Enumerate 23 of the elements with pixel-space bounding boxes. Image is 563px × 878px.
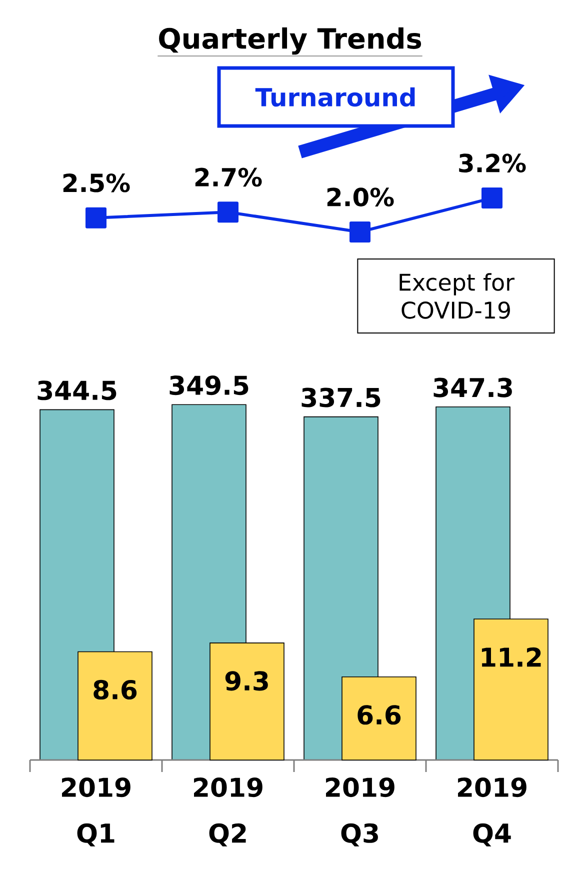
x-tick-label: 2019 Q3 <box>326 778 394 846</box>
point <box>481 188 502 209</box>
data-label: 8.6 <box>94 680 137 700</box>
point <box>349 221 370 242</box>
x-tick-label: 2019 Q4 <box>458 778 526 846</box>
data-label: 344.5 <box>38 380 116 400</box>
x-tick-label: 2019 Q2 <box>194 778 262 846</box>
data-label: 9.3 <box>225 671 268 691</box>
data-label: 3.2% <box>459 154 526 172</box>
point <box>218 202 238 223</box>
point <box>86 207 106 228</box>
data-label: 2.7% <box>195 168 262 187</box>
text: Except for COVID-19 <box>400 273 514 319</box>
data-label: 6.6 <box>358 705 401 725</box>
data-label: 2.0% <box>327 188 394 206</box>
data-label: 2.5% <box>63 173 130 192</box>
data-label: 349.5 <box>170 376 248 396</box>
chart-title: Quarterly Trends <box>159 27 422 55</box>
data-label: 337.5 <box>302 388 380 408</box>
x-tick-label: 2019 Q1 <box>62 778 130 846</box>
text: Turnaround <box>255 87 415 107</box>
data-label: 347.3 <box>434 378 512 398</box>
data-label: 11.2 <box>482 647 541 667</box>
